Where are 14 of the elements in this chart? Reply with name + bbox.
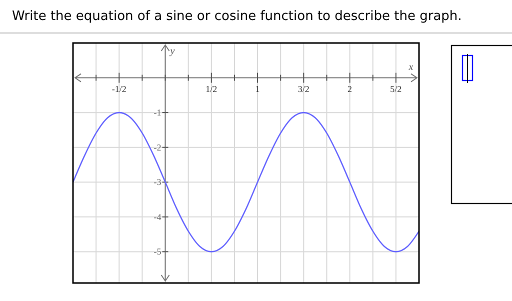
x-tick-label: 5/2 <box>390 84 402 94</box>
y-tick-label: -4 <box>154 212 162 222</box>
y-tick-label: -1 <box>154 108 162 118</box>
y-tick-label: -2 <box>154 142 162 152</box>
x-tick-label: 1 <box>255 84 260 94</box>
chart-title: Write the equation of a sine or cosine function to describe the graph. <box>12 9 462 24</box>
x-tick-label: 1/2 <box>206 84 218 94</box>
x-tick-label: 3/2 <box>298 84 310 94</box>
x-axis-title: x <box>408 62 414 73</box>
y-tick-label: -3 <box>154 177 162 188</box>
y-axis-title: y <box>169 46 176 57</box>
x-tick-label: 2 <box>348 84 352 94</box>
x-tick-label: -1/2 <box>112 84 126 94</box>
y-tick-label: -5 <box>154 246 162 257</box>
